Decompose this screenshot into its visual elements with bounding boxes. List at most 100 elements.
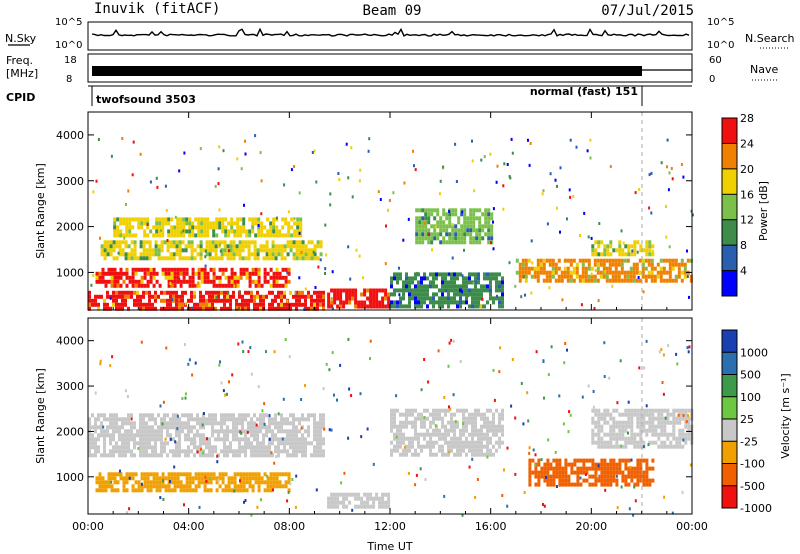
echo-cell <box>447 428 450 433</box>
echo-cell <box>657 432 661 437</box>
echo-cell <box>689 258 693 263</box>
echo-cell <box>140 225 144 230</box>
echo-cell <box>626 270 630 275</box>
echo-cell <box>478 240 482 245</box>
echo-cell <box>594 466 598 471</box>
echo-cell <box>206 233 210 238</box>
echo-cell <box>247 244 251 249</box>
echo-cell <box>176 480 180 485</box>
echo-cell <box>115 298 118 303</box>
echo-cell <box>268 256 272 261</box>
echo-cell <box>666 138 669 142</box>
echo-cell <box>650 266 654 271</box>
echo-cell <box>439 216 443 221</box>
echo-cell <box>319 421 322 426</box>
echo-cell <box>575 274 579 279</box>
echo-cell <box>251 225 255 230</box>
echo-cell <box>127 429 130 434</box>
echo-cell <box>588 482 592 487</box>
echo-cell <box>122 488 126 493</box>
echo-cell <box>262 302 265 307</box>
echo-cell <box>227 233 231 238</box>
echo-cell <box>387 296 391 301</box>
echo-cell <box>175 294 178 299</box>
echo-cell <box>215 476 219 481</box>
echo-cell <box>202 413 205 418</box>
echo-cell <box>133 248 137 253</box>
echo-cell <box>241 437 244 442</box>
echo-cell <box>116 275 120 280</box>
echo-cell <box>193 302 196 307</box>
echo-cell <box>185 480 189 485</box>
echo-cell <box>362 276 365 280</box>
echo-cell <box>208 449 211 454</box>
echo-cell <box>310 413 313 418</box>
echo-cell <box>438 432 441 437</box>
echo-cell <box>594 482 598 487</box>
echo-cell <box>254 217 258 222</box>
echo-cell <box>477 280 480 285</box>
echo-cell <box>387 292 391 297</box>
echo-cell <box>408 280 411 285</box>
echo-cell <box>313 453 316 458</box>
echo-cell <box>508 261 511 265</box>
echo-cell <box>271 248 275 253</box>
echo-cell <box>112 294 115 299</box>
echo-cell <box>178 417 181 422</box>
echo-cell <box>130 421 133 426</box>
echo-cell <box>137 217 141 222</box>
echo-cell <box>244 240 248 245</box>
echo-cell <box>181 397 184 400</box>
echo-cell <box>197 472 201 477</box>
y-tick-label: 4000 <box>56 129 84 142</box>
echo-cell <box>289 441 292 446</box>
echo-cell <box>161 217 165 222</box>
echo-cell <box>411 424 414 429</box>
echo-cell <box>483 424 486 429</box>
echo-cell <box>238 453 241 458</box>
echo-cell <box>369 304 373 309</box>
echo-cell <box>223 240 227 245</box>
echo-cell <box>648 416 652 421</box>
echo-cell <box>396 436 399 441</box>
echo-cell <box>88 294 91 299</box>
echo-cell <box>273 461 276 465</box>
echo-cell <box>596 262 600 267</box>
echo-cell <box>159 496 162 500</box>
echo-cell <box>238 240 242 245</box>
echo-cell <box>125 472 129 477</box>
echo-cell <box>426 408 429 413</box>
echo-cell <box>451 228 455 233</box>
echo-cell <box>330 297 333 301</box>
echo-cell <box>253 294 256 299</box>
echo-cell <box>548 270 552 275</box>
echo-cell <box>133 244 137 249</box>
echo-cell <box>182 472 186 477</box>
echo-cell <box>444 412 447 417</box>
echo-cell <box>384 504 388 509</box>
echo-cell <box>612 432 616 437</box>
echo-cell <box>438 192 441 196</box>
echo-cell <box>118 445 121 450</box>
echo-cell <box>415 220 419 225</box>
echo-cell <box>475 228 479 233</box>
echo-cell <box>209 279 213 284</box>
echo-cell <box>639 436 643 441</box>
echo-cell <box>187 425 190 430</box>
echo-cell <box>214 421 217 426</box>
echo-cell <box>393 288 396 293</box>
echo-cell <box>642 482 646 487</box>
echo-cell <box>176 271 180 276</box>
echo-cell <box>672 428 676 433</box>
echo-cell <box>546 482 550 487</box>
echo-cell <box>596 474 599 478</box>
echo-cell <box>429 432 432 437</box>
echo-cell <box>474 288 477 293</box>
echo-cell <box>205 290 208 295</box>
echo-cell <box>199 244 203 249</box>
echo-cell <box>609 444 613 449</box>
echo-cell <box>609 165 612 169</box>
echo-cell <box>178 244 182 249</box>
echo-cell <box>602 266 606 271</box>
echo-cell <box>460 240 464 245</box>
